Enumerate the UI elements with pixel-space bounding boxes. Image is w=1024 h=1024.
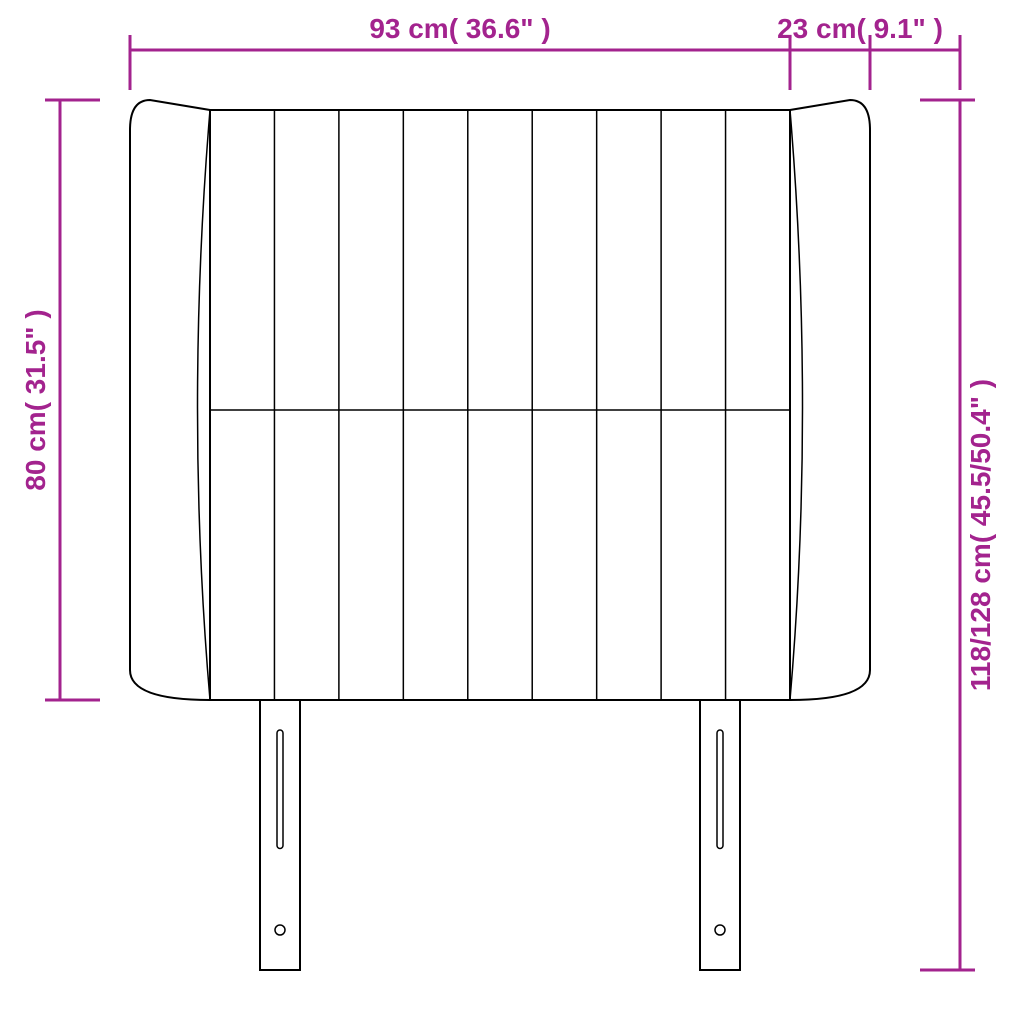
dim-width-wing: 23 cm( 9.1" ) bbox=[777, 13, 943, 44]
dim-width-main: 93 cm( 36.6" ) bbox=[369, 13, 550, 44]
dim-height-pad: 80 cm( 31.5" ) bbox=[20, 309, 51, 490]
dim-height-total: 118/128 cm( 45.5/50.4" ) bbox=[965, 379, 996, 691]
